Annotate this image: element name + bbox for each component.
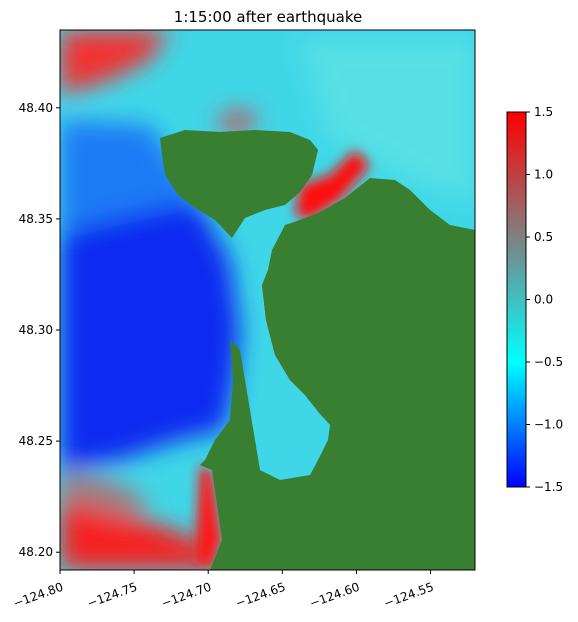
y-tick-label: 48.40 [19, 101, 53, 115]
y-tick-label: 48.30 [19, 323, 53, 337]
grey-southwest [60, 470, 150, 520]
y-tick-label: 48.35 [19, 212, 53, 226]
red-southwest [60, 495, 215, 570]
x-tick-label: −124.70 [160, 580, 214, 611]
x-tick-label: −124.75 [85, 580, 139, 611]
plot-frame [59, 29, 476, 571]
land-east-peninsula [200, 178, 475, 570]
colorbar-ticks: −1.5 −1.0 −0.5 0.0 0.5 1.0 1.5 [526, 105, 563, 494]
colorbar-tick-label: 0.0 [534, 293, 553, 307]
deep-blue-region [60, 195, 240, 470]
colorbar-tick-label: −0.5 [534, 355, 563, 369]
colorbar-tick-label: −1.0 [534, 418, 563, 432]
plot-area [60, 30, 475, 570]
colorbar: −1.5 −1.0 −0.5 0.0 0.5 1.0 1.5 [506, 105, 563, 494]
x-tick-label: −124.55 [382, 580, 436, 611]
y-axis: 48.20 48.25 48.30 48.35 48.40 [19, 101, 60, 559]
red-northwest [60, 30, 170, 95]
land-mass [160, 130, 475, 570]
x-tick-label: −124.60 [308, 580, 362, 611]
y-tick-label: 48.25 [19, 434, 53, 448]
colorbar-tick-label: −1.5 [534, 480, 563, 494]
light-water-northeast [300, 40, 475, 200]
x-tick-label: −124.65 [234, 580, 288, 611]
land-north-island [160, 130, 318, 238]
red-southern-shore [195, 465, 222, 570]
colorbar-bar [506, 111, 527, 488]
colorbar-tick-label: 1.0 [534, 168, 553, 182]
x-tick-label: −124.80 [11, 580, 65, 611]
colorbar-tick-label: 1.5 [534, 105, 553, 119]
x-axis: −124.80 −124.75 −124.70 −124.65 −124.60 −124.… [11, 570, 436, 611]
red-channel-east [295, 150, 370, 220]
colorbar-tick-label: 0.5 [534, 230, 553, 244]
red-north-shore [215, 110, 260, 135]
y-tick-label: 48.20 [19, 545, 53, 559]
chart-title: 1:15:00 after earthquake [174, 8, 362, 26]
